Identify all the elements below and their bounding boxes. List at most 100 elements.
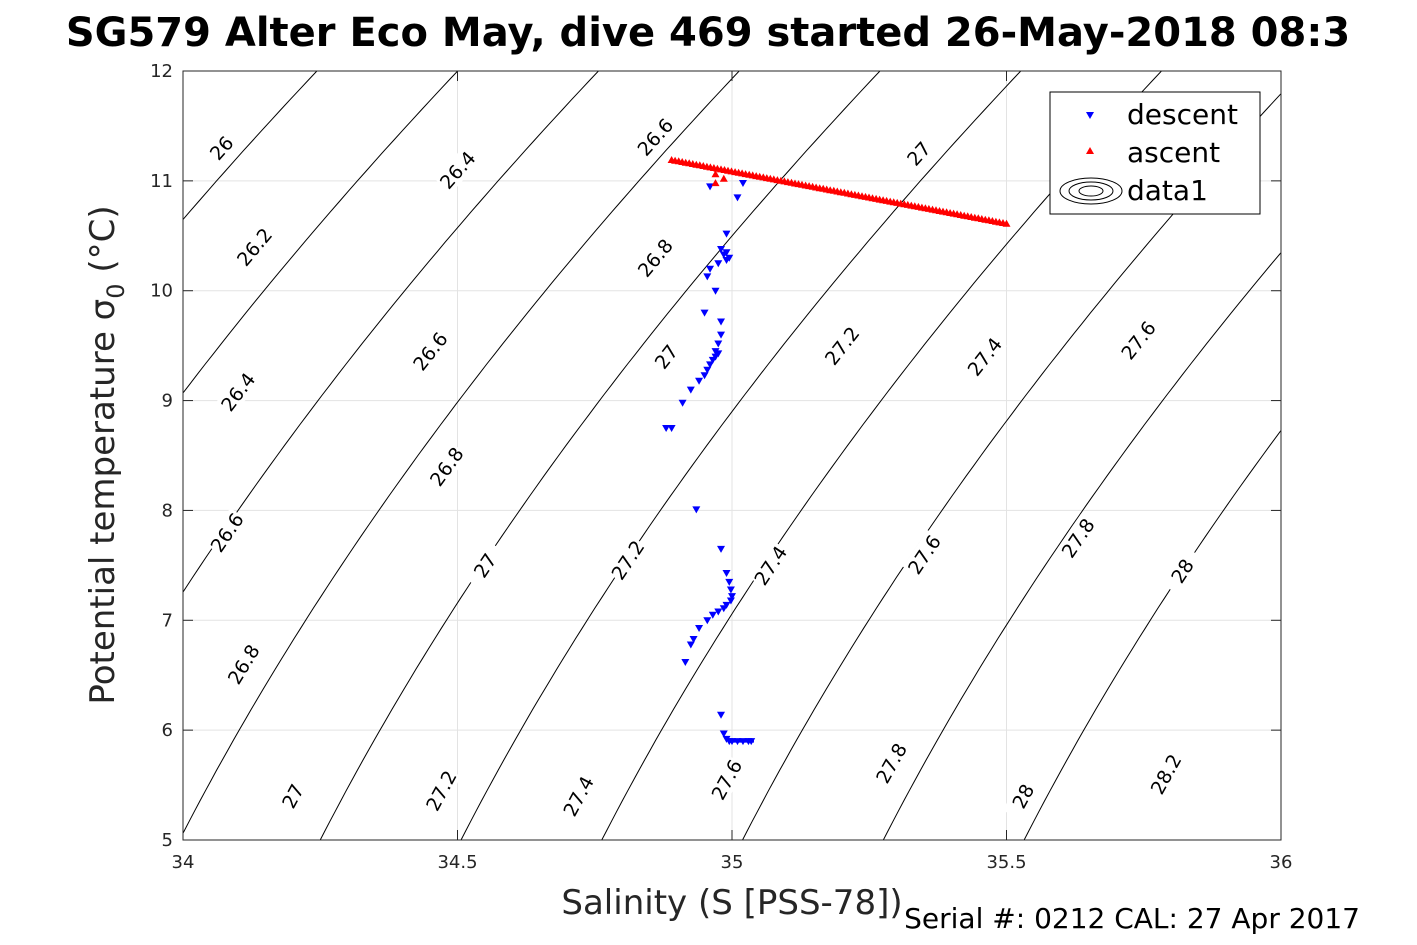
contour-line <box>460 71 1022 840</box>
contour-label-bg <box>205 508 249 557</box>
data-points <box>662 156 1011 746</box>
contour-label-bg <box>463 540 507 590</box>
y-tick-label: 6 <box>162 720 173 741</box>
descent-point <box>722 230 731 238</box>
contour-label-bg <box>706 755 747 805</box>
ascent-point <box>719 174 728 182</box>
ascent-point <box>1002 219 1011 227</box>
descent-point <box>714 340 723 348</box>
descent-point <box>681 659 690 667</box>
descent-point <box>725 578 734 586</box>
descent-point <box>719 730 728 738</box>
contour-line <box>183 71 600 594</box>
x-tick-label: 35.5 <box>986 852 1026 873</box>
descent-point <box>719 605 728 613</box>
contour-label-bg <box>870 738 912 788</box>
y-axis-label-unit: (°C) <box>83 205 123 283</box>
contour-line <box>183 71 318 221</box>
descent-point <box>686 386 695 394</box>
descent-point <box>708 611 717 619</box>
contour-label-bg <box>272 771 313 821</box>
contour-label-bg <box>962 332 1007 381</box>
contour-label-bg <box>198 124 245 172</box>
legend-box <box>1049 91 1261 215</box>
y-tick-label: 5 <box>162 830 173 851</box>
descent-point <box>717 711 726 719</box>
descent-point <box>700 309 709 317</box>
y-tick-label: 7 <box>162 610 173 631</box>
x-tick-label: 34 <box>172 852 195 873</box>
y-axis-label-subscript: 0 <box>102 283 130 298</box>
ascent-point <box>711 179 720 187</box>
y-tick-label: 8 <box>162 500 173 521</box>
contour-line <box>183 71 740 835</box>
contour-label-bg <box>407 327 453 376</box>
x-axis-label: Salinity (S [PSS-78]) <box>561 883 902 923</box>
y-axis-label-main: Potential temperature σ <box>83 299 123 705</box>
descent-point <box>695 624 704 632</box>
y-axis-label: Potential temperature σ0 (°C) <box>83 205 130 704</box>
contour-label-bg <box>1160 546 1204 596</box>
ascent-point <box>711 170 720 178</box>
descent-point <box>714 260 723 268</box>
descent-point <box>714 608 723 616</box>
x-tick-label: 35 <box>721 852 744 873</box>
contour-label-bg <box>231 222 277 271</box>
contour-label-bg <box>1145 749 1186 799</box>
y-tick-label: 12 <box>150 61 173 82</box>
y-tick-label: 10 <box>150 281 173 302</box>
descent-point <box>717 545 726 553</box>
descent-point <box>711 287 720 295</box>
contour-label-bg <box>632 233 678 282</box>
descent-point <box>686 641 695 649</box>
descent-point <box>722 256 731 264</box>
descent-point <box>667 425 676 433</box>
axis-ticks <box>182 70 1282 841</box>
descent-point <box>695 377 704 385</box>
descent-point <box>706 183 715 191</box>
contour-label-bg <box>606 535 650 585</box>
legend-data1-label: data1 <box>1127 174 1208 207</box>
descent-point <box>692 506 701 514</box>
legend: descent ascent data1 <box>1049 91 1261 215</box>
descent-point <box>726 586 735 594</box>
contour-label-bg <box>558 771 599 821</box>
descent-point <box>728 593 736 601</box>
chart-title: SG579 Alter Eco May, dive 469 started 26… <box>66 10 1350 56</box>
contour-label-bg <box>632 113 679 161</box>
contour-label-bg <box>749 540 792 590</box>
density-contours <box>183 71 1281 840</box>
descent-point <box>722 570 731 578</box>
contour-label-bg <box>819 321 865 370</box>
x-tick-labels: 34 34.5 35 35.5 36 <box>172 852 1293 873</box>
contour-label-bg <box>643 332 689 381</box>
descent-point <box>706 265 715 273</box>
contour-label-bg <box>895 129 942 178</box>
descent-point <box>726 597 735 605</box>
descent-point <box>717 318 726 326</box>
legend-ascent-label: ascent <box>1127 136 1220 169</box>
descent-point <box>689 635 698 643</box>
contour-line <box>882 251 1281 840</box>
contour-label-bg <box>215 367 260 416</box>
descent-point <box>717 331 726 339</box>
descent-point <box>662 425 671 433</box>
legend-ascent-marker <box>1086 147 1094 154</box>
x-tick-label: 36 <box>1270 852 1293 873</box>
contour-line <box>319 71 881 840</box>
contour-line <box>1023 429 1281 840</box>
contour-label-bg <box>1002 771 1044 821</box>
y-tick-label: 9 <box>162 391 173 412</box>
descent-point <box>706 361 715 369</box>
descent-point <box>703 617 712 625</box>
descent-point <box>733 194 742 202</box>
descent-point <box>717 245 726 253</box>
serial-cal-footer: Serial #: 0212 CAL: 27 Apr 2017 <box>904 902 1360 935</box>
descent-point <box>703 273 712 281</box>
contour-line <box>183 71 459 394</box>
contour-label-bg <box>434 146 481 194</box>
descent-point <box>700 372 709 380</box>
descent-point <box>703 366 712 374</box>
y-tick-labels: 5 6 7 8 9 10 11 12 <box>150 61 173 851</box>
